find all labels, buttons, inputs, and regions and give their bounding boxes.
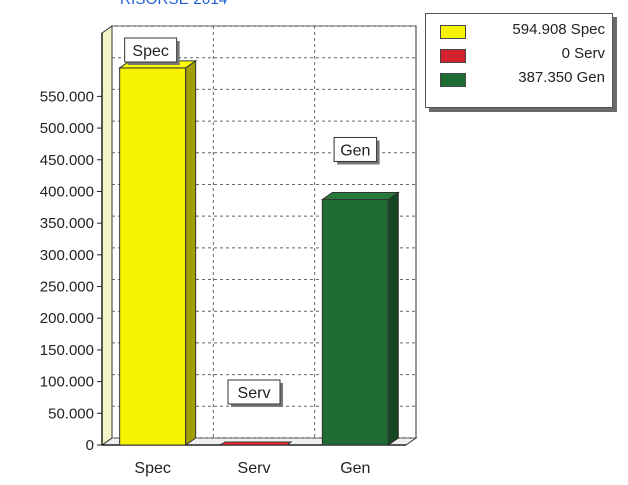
bar-label-gen: Gen [333, 136, 380, 165]
y-tick-label: 200.000 [40, 310, 94, 327]
legend-item-serv: 0 Serv [426, 44, 612, 68]
bar-front [321, 198, 389, 446]
bar-label-box [124, 37, 178, 63]
x-tick-label: Spec [134, 460, 170, 477]
y-tick-label: 500.000 [40, 120, 94, 137]
chart-title: RISORSE 2014 [120, 0, 227, 8]
bar-label-box [227, 379, 281, 405]
bar-side [387, 191, 399, 446]
y-tick-label: 100.000 [40, 374, 94, 391]
y-tick-label: 350.000 [40, 215, 94, 232]
bar-top [320, 191, 400, 200]
legend-swatch-gen [440, 73, 466, 87]
bar-label-box [333, 136, 378, 162]
y-tick-label: 300.000 [40, 247, 94, 264]
bar-top [219, 441, 293, 446]
y-tick-label: 50.000 [48, 405, 94, 422]
y-tick-label: 150.000 [40, 342, 94, 359]
bar-gen [320, 191, 400, 446]
bar-side [185, 59, 197, 446]
y-tick-label: 450.000 [40, 152, 94, 169]
legend-text-gen: 387.350 Gen [518, 69, 605, 86]
bar-side [286, 441, 292, 446]
bar-label-text: Gen [340, 142, 370, 159]
x-tick-label: Serv [238, 460, 271, 477]
plot-side-wall [101, 25, 113, 446]
legend-text-serv: 0 Serv [561, 45, 605, 62]
bar-label-serv: Serv [227, 379, 283, 407]
legend-item-spec: 594.908 Spec [426, 20, 612, 44]
legend-text-spec: 594.908 Spec [512, 21, 605, 38]
legend-item-gen: 387.350 Gen [426, 68, 612, 92]
legend-swatch-serv [440, 49, 466, 63]
bar-spec [118, 59, 198, 446]
bar-label-text: Spec [132, 43, 168, 60]
bar-label-spec: Spec [124, 37, 180, 65]
x-tick-label: Gen [340, 460, 370, 477]
bar-label-text: Serv [238, 385, 271, 402]
y-tick-label: 550.000 [40, 88, 94, 105]
y-tick-label: 250.000 [40, 279, 94, 296]
bar-serv [219, 441, 293, 446]
y-tick-label: 400.000 [40, 183, 94, 200]
chart-legend: 594.908 Spec 0 Serv 387.350 Gen [425, 13, 613, 108]
legend-swatch-spec [440, 25, 466, 39]
bar-front [119, 67, 187, 446]
y-tick-label: 0 [86, 437, 94, 454]
